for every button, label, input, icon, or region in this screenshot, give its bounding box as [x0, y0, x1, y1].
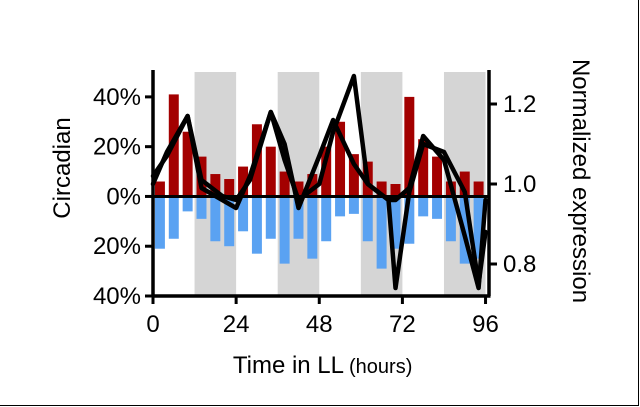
left-tick-label-0: 40%	[93, 84, 141, 111]
x-axis-unit: (hours)	[349, 356, 412, 378]
bar-positive-2	[182, 131, 193, 197]
axes	[145, 70, 497, 304]
bar-positive-14	[348, 154, 359, 197]
bar-positive-23	[473, 181, 484, 197]
bar-positive-16	[376, 181, 387, 197]
bar-negative-21	[445, 196, 456, 242]
bar-negative-18	[404, 196, 415, 244]
right-tick-label-0: 1.2	[503, 91, 536, 118]
bar-negative-0	[154, 196, 165, 249]
bar-negative-5	[224, 196, 235, 247]
bar-negative-2	[182, 196, 193, 212]
bar-positive-13	[335, 121, 346, 197]
y-axis-left-title: Circadian	[49, 117, 76, 218]
bar-negative-6	[238, 196, 249, 232]
tick-labels: 40% 20% 0% 20% 40% 1.2 1.0 0.8 0 24 48 72 96	[93, 84, 536, 338]
bar-negative-8	[265, 196, 276, 239]
bar-positive-4	[210, 174, 221, 197]
right-tick-label-2: 0.8	[503, 251, 536, 278]
right-tick-label-1: 1.0	[503, 171, 536, 198]
bar-negative-1	[168, 196, 179, 239]
bar-negative-7	[251, 196, 262, 254]
bar-negative-12	[321, 196, 332, 242]
bar-positive-6	[238, 166, 249, 197]
bar-negative-4	[210, 196, 221, 242]
bar-positive-0	[154, 181, 165, 197]
bar-positive-22	[459, 171, 470, 197]
bar-positive-12	[321, 146, 332, 197]
bar-negative-20	[432, 196, 443, 219]
bar-positive-9	[279, 171, 290, 197]
x-tick-label-3: 72	[389, 311, 416, 338]
bar-positive-17	[390, 184, 401, 197]
bar-positive-19	[418, 139, 429, 197]
x-tick-label-1: 24	[223, 311, 250, 338]
x-tick-label-0: 0	[146, 311, 159, 338]
bar-negative-3	[196, 196, 207, 219]
x-axis-title: Time in LL	[233, 352, 344, 379]
left-tick-label-4: 40%	[93, 283, 141, 310]
bar-negative-23	[473, 196, 484, 259]
bar-positive-20	[432, 156, 443, 197]
left-tick-label-3: 20%	[93, 233, 141, 260]
y-axis-right-title: Normalized expression	[567, 59, 594, 303]
bar-positive-11	[307, 174, 318, 197]
left-tick-label-2: 0%	[106, 183, 141, 210]
bar-negative-19	[418, 196, 429, 217]
left-tick-label-1: 20%	[93, 134, 141, 161]
expression-lines	[150, 73, 488, 291]
bar-negative-16	[376, 196, 387, 269]
x-tick-label-2: 48	[306, 311, 333, 338]
bar-negative-13	[335, 196, 346, 217]
x-tick-label-4: 96	[472, 311, 499, 338]
bar-positive-5	[224, 179, 235, 197]
bar-positive-18	[404, 96, 415, 197]
bar-negative-11	[307, 196, 318, 259]
bar-negative-9	[279, 196, 290, 264]
expression-line-1	[150, 109, 488, 291]
bar-negative-15	[362, 196, 373, 242]
bar-negative-17	[390, 196, 401, 249]
bar-negative-10	[293, 196, 304, 239]
bar-positive-10	[293, 181, 304, 197]
bar-positive-8	[265, 146, 276, 197]
bar-negative-14	[348, 196, 359, 214]
